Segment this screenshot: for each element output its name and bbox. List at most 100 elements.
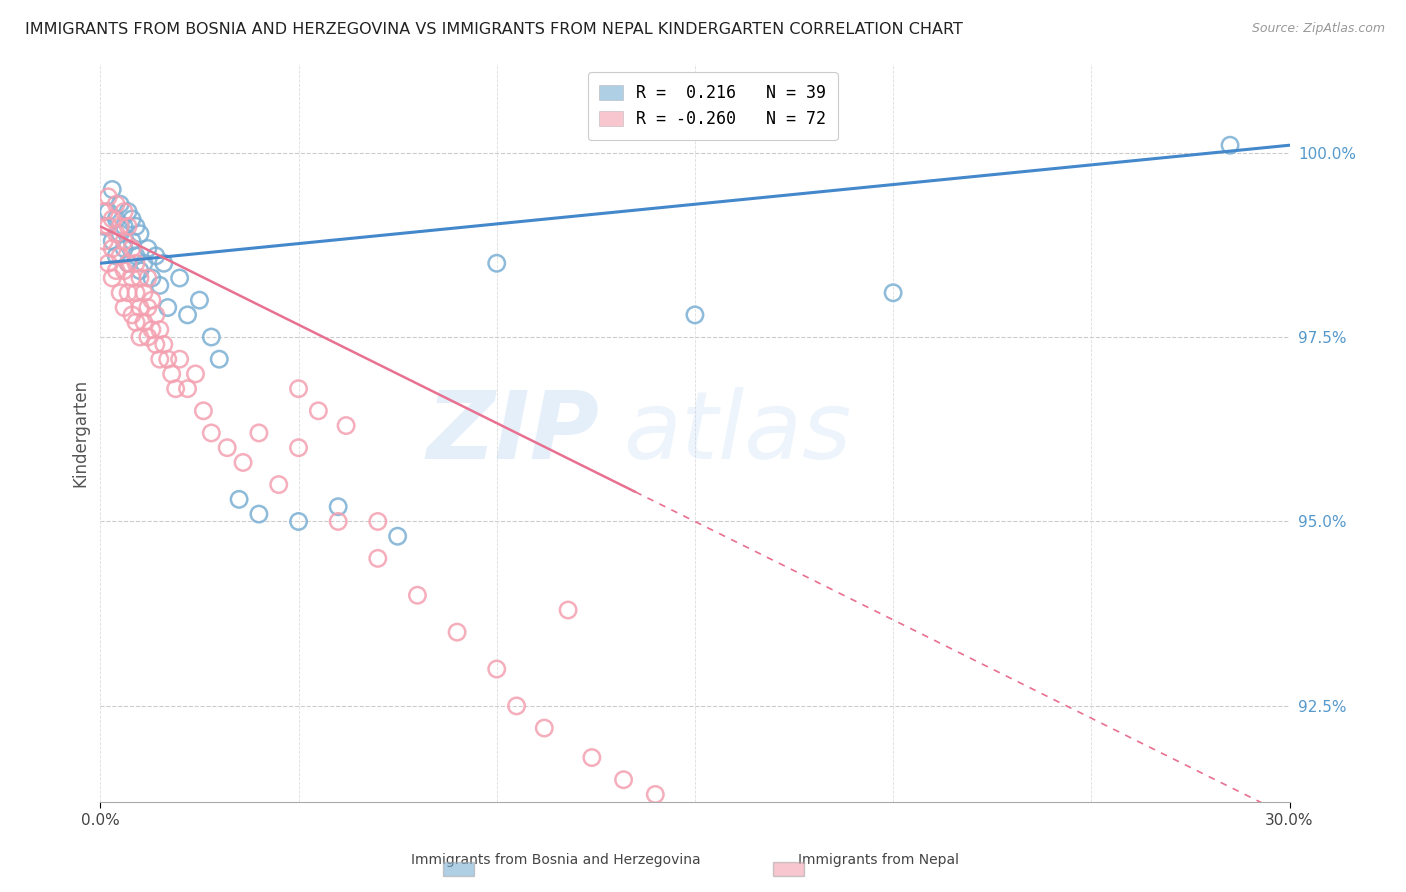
Point bbox=[446, 625, 468, 640]
Point bbox=[328, 500, 350, 514]
Text: ZIP: ZIP bbox=[427, 387, 600, 479]
Point bbox=[108, 197, 131, 211]
Point bbox=[156, 352, 179, 367]
Point bbox=[117, 285, 139, 300]
Point bbox=[97, 219, 120, 234]
Legend: R =  0.216   N = 39, R = -0.260   N = 72: R = 0.216 N = 39, R = -0.260 N = 72 bbox=[588, 72, 838, 140]
Point bbox=[557, 603, 579, 617]
Point bbox=[267, 477, 290, 491]
Point bbox=[108, 227, 131, 241]
Point bbox=[112, 219, 135, 234]
Point bbox=[121, 308, 143, 322]
Point bbox=[97, 204, 120, 219]
Point bbox=[169, 352, 191, 367]
Point bbox=[136, 242, 159, 256]
Point bbox=[485, 662, 508, 676]
Point bbox=[247, 507, 270, 521]
Point bbox=[335, 418, 357, 433]
Point bbox=[287, 441, 309, 455]
Point bbox=[129, 301, 152, 315]
Point bbox=[125, 256, 148, 270]
Point bbox=[108, 219, 131, 234]
Point bbox=[533, 721, 555, 735]
Point bbox=[136, 271, 159, 285]
Text: atlas: atlas bbox=[624, 387, 852, 478]
Point bbox=[101, 234, 124, 248]
Point bbox=[160, 367, 183, 381]
Point bbox=[121, 212, 143, 227]
Point bbox=[141, 293, 163, 307]
Point bbox=[228, 492, 250, 507]
Point bbox=[136, 330, 159, 344]
Point bbox=[108, 249, 131, 263]
Point bbox=[97, 190, 120, 204]
Point bbox=[613, 772, 636, 787]
Point bbox=[387, 529, 409, 543]
Point bbox=[149, 278, 172, 293]
Point bbox=[141, 323, 163, 337]
Point bbox=[141, 271, 163, 285]
Point bbox=[97, 256, 120, 270]
Point bbox=[156, 301, 179, 315]
Point bbox=[193, 404, 215, 418]
Point bbox=[105, 227, 128, 241]
Point bbox=[125, 315, 148, 329]
Point bbox=[188, 293, 211, 307]
Point bbox=[129, 227, 152, 241]
Point bbox=[93, 234, 115, 248]
Point bbox=[232, 455, 254, 469]
Point bbox=[132, 285, 155, 300]
Text: IMMIGRANTS FROM BOSNIA AND HERZEGOVINA VS IMMIGRANTS FROM NEPAL KINDERGARTEN COR: IMMIGRANTS FROM BOSNIA AND HERZEGOVINA V… bbox=[25, 22, 963, 37]
Text: Immigrants from Nepal: Immigrants from Nepal bbox=[799, 853, 959, 867]
Point bbox=[112, 234, 135, 248]
Point bbox=[132, 315, 155, 329]
Point bbox=[121, 242, 143, 256]
Point bbox=[149, 352, 172, 367]
Point bbox=[145, 249, 167, 263]
Point bbox=[125, 285, 148, 300]
Point bbox=[117, 204, 139, 219]
Point bbox=[485, 256, 508, 270]
Point bbox=[184, 367, 207, 381]
Point bbox=[505, 698, 527, 713]
Point bbox=[169, 271, 191, 285]
Point bbox=[129, 271, 152, 285]
Point bbox=[117, 219, 139, 234]
Y-axis label: Kindergarten: Kindergarten bbox=[72, 379, 89, 487]
Point bbox=[112, 263, 135, 277]
Point bbox=[683, 308, 706, 322]
Text: Source: ZipAtlas.com: Source: ZipAtlas.com bbox=[1251, 22, 1385, 36]
Point bbox=[136, 301, 159, 315]
Point bbox=[581, 750, 603, 764]
Point bbox=[101, 271, 124, 285]
Point bbox=[129, 330, 152, 344]
Point bbox=[1219, 138, 1241, 153]
Point bbox=[105, 212, 128, 227]
Point bbox=[117, 256, 139, 270]
Point bbox=[703, 824, 725, 838]
Point bbox=[200, 330, 222, 344]
Point bbox=[121, 271, 143, 285]
Point bbox=[287, 515, 309, 529]
Point bbox=[287, 382, 309, 396]
Point bbox=[307, 404, 329, 418]
Point bbox=[217, 441, 239, 455]
Point bbox=[200, 425, 222, 440]
Point bbox=[367, 551, 389, 566]
Point bbox=[208, 352, 231, 367]
Point bbox=[176, 308, 198, 322]
Point bbox=[105, 249, 128, 263]
Point bbox=[247, 425, 270, 440]
Point bbox=[121, 234, 143, 248]
Point bbox=[112, 242, 135, 256]
Point bbox=[101, 242, 124, 256]
Point bbox=[145, 337, 167, 351]
Point bbox=[783, 847, 806, 861]
Point bbox=[152, 337, 174, 351]
Point bbox=[112, 301, 135, 315]
Point bbox=[93, 219, 115, 234]
Point bbox=[101, 212, 124, 227]
Point bbox=[93, 204, 115, 219]
Point bbox=[367, 515, 389, 529]
Point bbox=[112, 204, 135, 219]
